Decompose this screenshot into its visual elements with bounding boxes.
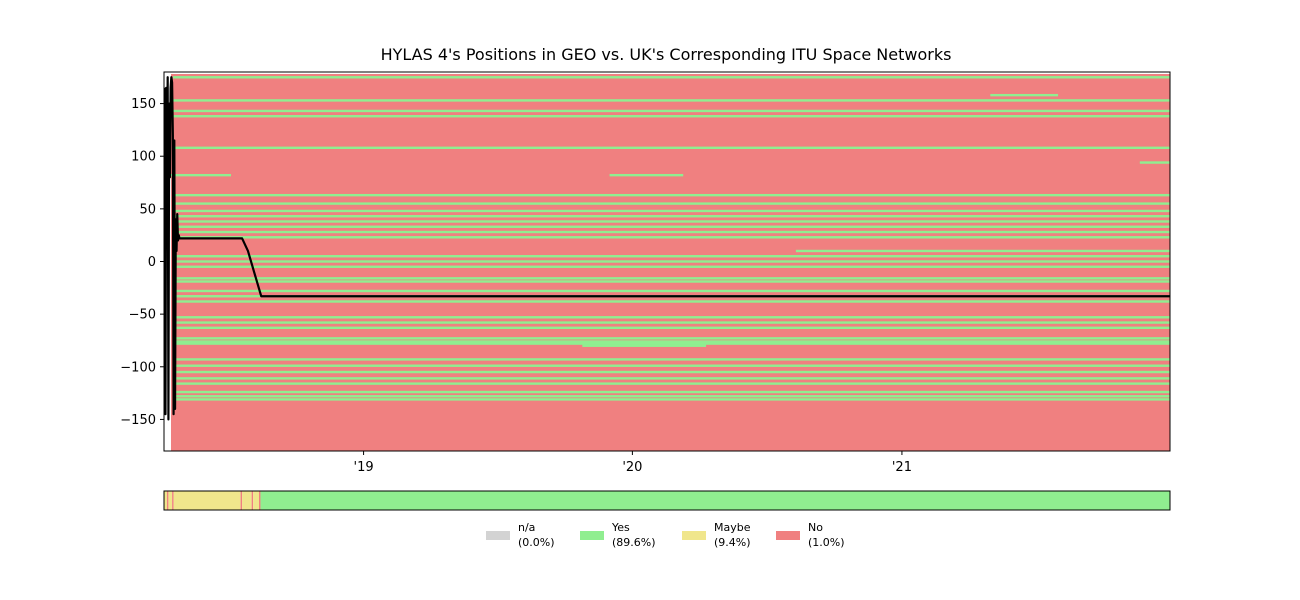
yes-band-10 bbox=[173, 225, 1170, 228]
x-tick-label: '19 bbox=[354, 460, 374, 475]
x-tick-label: '20 bbox=[622, 460, 642, 475]
y-tick-label: −150 bbox=[120, 413, 156, 428]
yes-band-6 bbox=[173, 202, 1170, 205]
yes-band-12 bbox=[173, 236, 1170, 239]
yes-band-24 bbox=[173, 337, 1170, 340]
legend-swatch-na bbox=[486, 531, 510, 540]
yes-band-27 bbox=[173, 358, 1170, 361]
legend-label-maybe: Maybe bbox=[714, 521, 751, 534]
status-segment-no bbox=[259, 491, 261, 510]
status-segment-maybe bbox=[253, 491, 260, 510]
status-segment-no bbox=[251, 491, 254, 510]
yes-band-23 bbox=[173, 326, 1170, 330]
status-segment-no bbox=[166, 491, 169, 510]
yes-band-18 bbox=[173, 289, 1170, 293]
y-tick-label: −100 bbox=[120, 360, 156, 375]
partial-yes-band-2 bbox=[609, 173, 684, 177]
yes-band-4 bbox=[173, 146, 1170, 149]
legend: n/a (0.0%) Yes (89.6%) Maybe (9.4%) No (1.0%) bbox=[486, 521, 845, 549]
y-tick-label: 0 bbox=[148, 255, 156, 270]
partial-yes-band-5 bbox=[582, 344, 707, 347]
yes-band-15 bbox=[173, 265, 1170, 268]
status-segment-maybe bbox=[164, 491, 167, 510]
status-segment-maybe bbox=[242, 491, 252, 510]
yes-band-31 bbox=[173, 382, 1170, 385]
partial-yes-band-3 bbox=[1139, 161, 1170, 164]
position-line bbox=[163, 76, 1170, 421]
legend-swatch-yes bbox=[580, 531, 604, 540]
legend-percent-na: (0.0%) bbox=[518, 536, 555, 549]
yes-band-30 bbox=[173, 377, 1170, 380]
yes-band-26 bbox=[173, 342, 1170, 345]
y-tick-label: 150 bbox=[131, 97, 156, 112]
status-bar bbox=[163, 490, 1171, 511]
yes-band-28 bbox=[173, 364, 1170, 367]
yes-band-13 bbox=[173, 255, 1170, 258]
plot-area: 150 100 50 0 −50 −100 −150 '19 '20 '21 bbox=[120, 71, 1171, 475]
yes-band-0 bbox=[173, 76, 1170, 79]
yes-band-5 bbox=[173, 193, 1170, 197]
status-segment-maybe bbox=[168, 491, 173, 510]
yes-band-32 bbox=[173, 390, 1170, 394]
yes-band-25 bbox=[173, 340, 1170, 343]
yes-band-1 bbox=[173, 99, 1170, 102]
legend-swatch-maybe bbox=[682, 531, 706, 540]
yes-band-17 bbox=[173, 280, 1170, 283]
partial-yes-band-0 bbox=[990, 93, 1059, 97]
status-bar-frame bbox=[163, 490, 1171, 511]
yes-band-14 bbox=[173, 260, 1170, 263]
chart-title: HYLAS 4's Positions in GEO vs. UK's Corr… bbox=[381, 45, 952, 64]
x-tick-label: '21 bbox=[892, 460, 912, 475]
partial-yes-band-4 bbox=[795, 249, 1170, 253]
legend-label-yes: Yes bbox=[611, 521, 630, 534]
status-segment-no bbox=[240, 491, 243, 510]
yes-band-33 bbox=[173, 395, 1170, 398]
legend-label-no: No bbox=[808, 521, 823, 534]
legend-percent-yes: (89.6%) bbox=[612, 536, 656, 549]
yes-band-8 bbox=[173, 215, 1170, 218]
yes-band-29 bbox=[173, 370, 1170, 374]
legend-label-na: n/a bbox=[518, 521, 535, 534]
status-segment-maybe bbox=[173, 491, 241, 510]
yes-band-11 bbox=[173, 230, 1170, 234]
legend-swatch-no bbox=[776, 531, 800, 540]
yes-band-16 bbox=[173, 277, 1170, 280]
yes-band-20 bbox=[173, 300, 1170, 303]
legend-percent-no: (1.0%) bbox=[808, 536, 845, 549]
yes-band-2 bbox=[173, 109, 1170, 113]
y-tick-label: −50 bbox=[129, 308, 156, 323]
yes-band-22 bbox=[173, 321, 1170, 324]
yes-band-21 bbox=[173, 316, 1170, 319]
yes-band-34 bbox=[173, 398, 1170, 401]
status-segment-no bbox=[172, 491, 174, 510]
status-segment-yes bbox=[260, 491, 1170, 510]
y-tick-label: 100 bbox=[131, 150, 156, 165]
legend-percent-maybe: (9.4%) bbox=[714, 536, 751, 549]
yes-band-3 bbox=[173, 115, 1170, 118]
y-tick-label: 50 bbox=[139, 202, 156, 217]
yes-band-9 bbox=[173, 220, 1170, 223]
partial-yes-band-1 bbox=[167, 173, 232, 177]
yes-band-7 bbox=[173, 209, 1170, 213]
